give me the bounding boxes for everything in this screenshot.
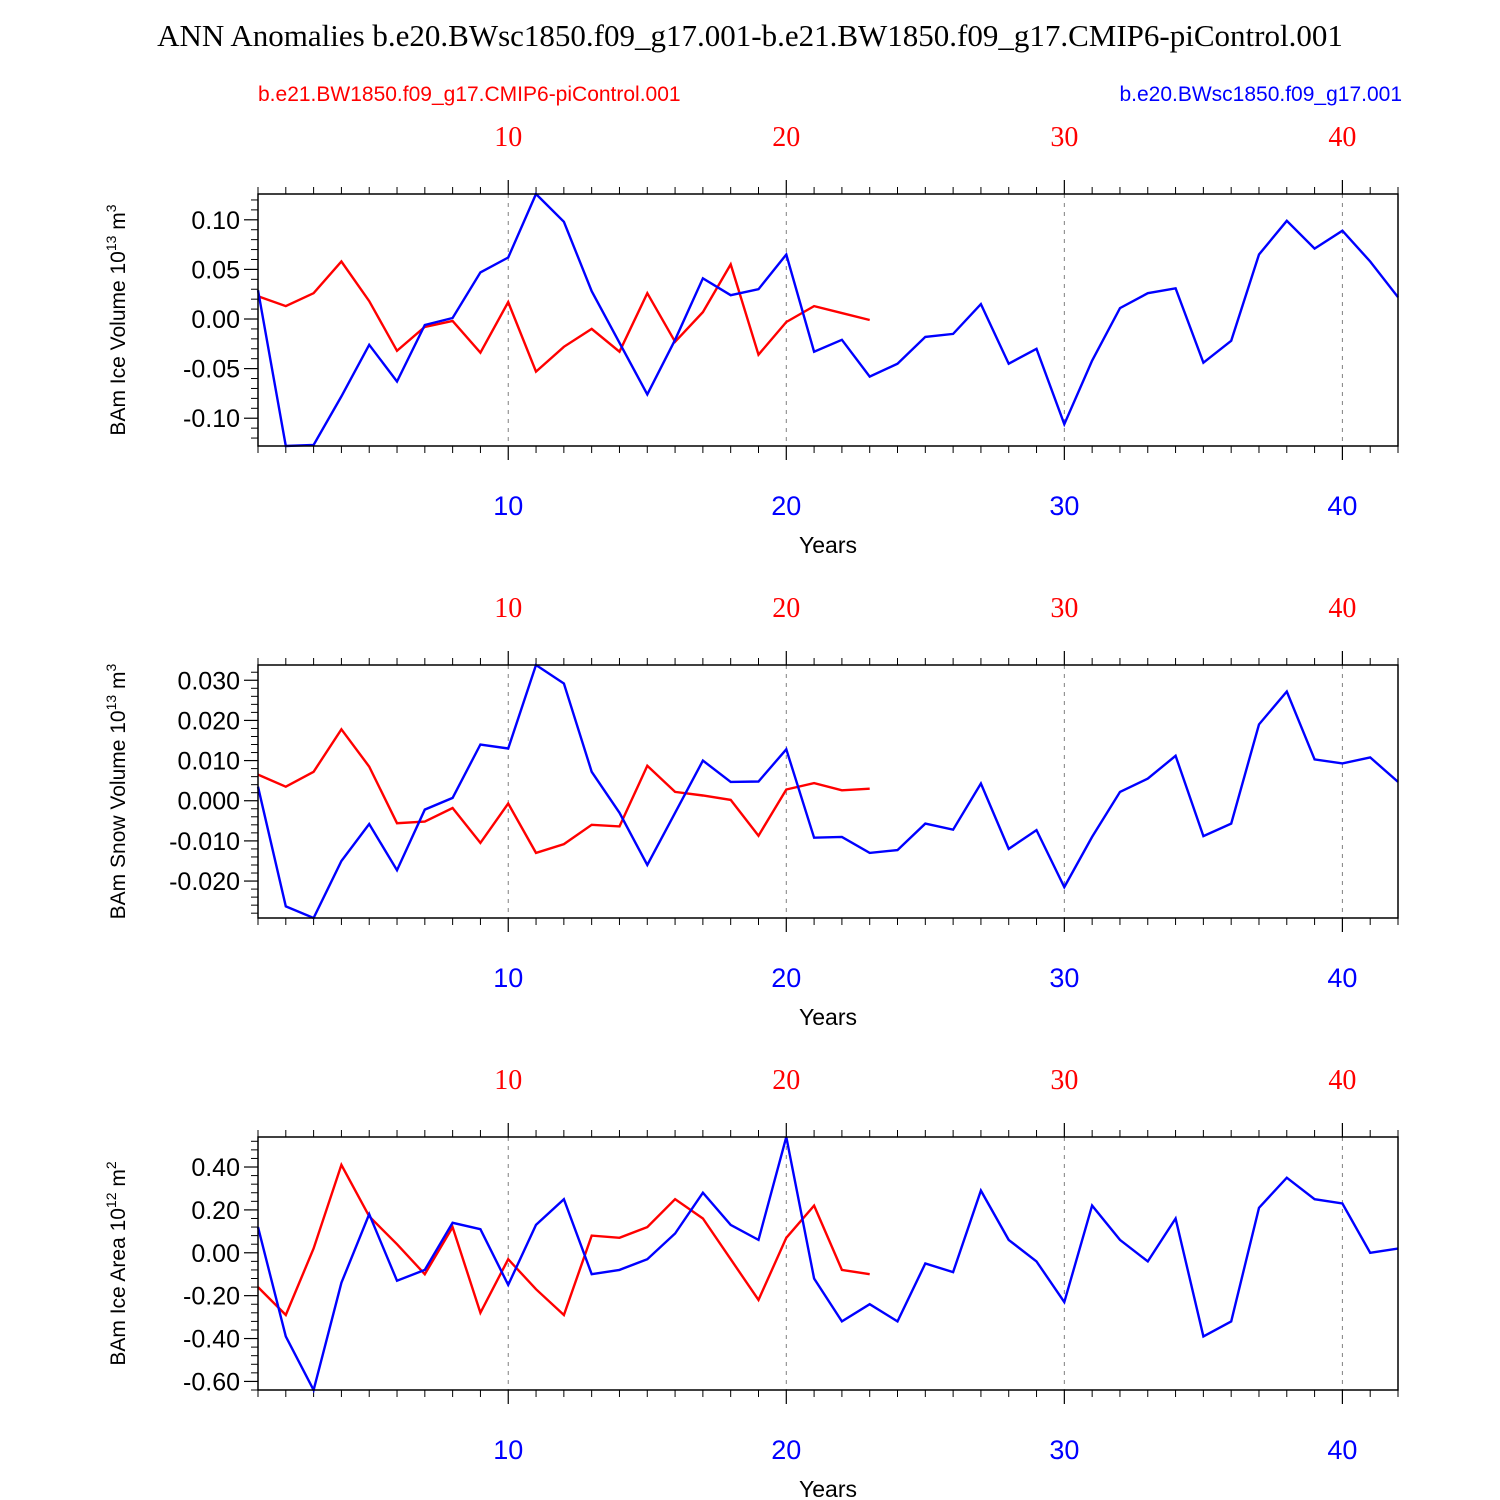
y-tick-label: 0.20 bbox=[191, 1197, 240, 1225]
x-tick-label-bottom: 30 bbox=[1049, 963, 1079, 993]
series-line-experiment bbox=[256, 191, 1399, 448]
x-axis-title: Years bbox=[799, 1004, 857, 1030]
y-tick-label: 0.00 bbox=[191, 306, 240, 334]
y-axis-title-text: BAm Ice Area 10 bbox=[107, 1208, 130, 1366]
x-tick-label-top: 10 bbox=[494, 1065, 522, 1096]
panels: 10 10 20 20 30 30 40 40 -0.10 -0.05 0.00 0.05 0.10 Ye… bbox=[103, 122, 1399, 1500]
y-axis-title: BAm Ice Area 1012 m2 bbox=[103, 1161, 130, 1366]
x-tick-label-bottom: 30 bbox=[1049, 1435, 1079, 1465]
legend-experiment-label: b.e20.BWsc1850.f09_g17.001 bbox=[1119, 83, 1402, 106]
figure-title: ANN Anomalies b.e20.BWsc1850.f09_g17.001… bbox=[157, 18, 1343, 53]
y-tick-label: 0.020 bbox=[177, 707, 240, 735]
y-tick-label: 0.00 bbox=[191, 1240, 240, 1268]
y-axis-title: BAm Snow Volume 1013 m3 bbox=[103, 663, 130, 919]
y-axis-unit: m bbox=[107, 212, 130, 235]
series-line-control bbox=[257, 727, 870, 855]
x-tick-label-top: 20 bbox=[772, 593, 800, 624]
x-tick-label-top: 20 bbox=[772, 122, 800, 153]
x-tick-label-bottom: 40 bbox=[1327, 963, 1357, 993]
y-tick-label: -0.20 bbox=[183, 1283, 240, 1311]
x-tick-label-bottom: 20 bbox=[771, 491, 801, 521]
series-line-experiment bbox=[256, 663, 1399, 920]
y-tick-label: 0.40 bbox=[191, 1154, 240, 1182]
y-tick-label: -0.05 bbox=[183, 356, 240, 384]
y-tick-label: -0.40 bbox=[183, 1326, 240, 1354]
x-tick-label-bottom: 20 bbox=[771, 1435, 801, 1465]
y-tick-label: 0.000 bbox=[177, 788, 240, 816]
y-axis-title: BAm Ice Volume 1013 m3 bbox=[103, 204, 130, 435]
legend-control-label: b.e21.BW1850.f09_g17.CMIP6-piControl.001 bbox=[258, 83, 681, 106]
y-tick-label: -0.020 bbox=[169, 868, 240, 896]
plot-frame bbox=[257, 1136, 1399, 1391]
plot-frame bbox=[257, 664, 1399, 919]
y-axis-title-text: BAm Snow Volume 10 bbox=[107, 710, 130, 919]
x-tick-label-top: 40 bbox=[1328, 122, 1356, 153]
series-line-control bbox=[257, 1161, 870, 1318]
x-tick-label-bottom: 10 bbox=[493, 963, 523, 993]
series-line-control bbox=[257, 259, 870, 374]
x-tick-label-top: 40 bbox=[1328, 593, 1356, 624]
x-tick-label-bottom: 30 bbox=[1049, 491, 1079, 521]
x-tick-label-top: 30 bbox=[1050, 122, 1078, 153]
x-tick-label-bottom: 10 bbox=[493, 491, 523, 521]
x-tick-label-bottom: 10 bbox=[493, 1435, 523, 1465]
y-tick-label: -0.10 bbox=[183, 405, 240, 433]
y-axis-unit: m bbox=[107, 671, 130, 694]
x-tick-label-bottom: 40 bbox=[1327, 1435, 1357, 1465]
y-tick-label: -0.010 bbox=[169, 828, 240, 856]
x-tick-label-top: 10 bbox=[494, 593, 522, 624]
y-axis-unit-exponent: 13 bbox=[103, 235, 119, 251]
plot-frame bbox=[257, 193, 1399, 447]
panel-3: 10 10 20 20 30 30 40 40 -0.60 -0.40 -0.20 0.00 0.20 0… bbox=[103, 1065, 1399, 1500]
panel-2: 10 10 20 20 30 30 40 40 -0.020 -0.010 0.000 0.010 0.… bbox=[103, 593, 1399, 1030]
x-tick-label-top: 30 bbox=[1050, 1065, 1078, 1096]
y-axis-unit-exponent: 12 bbox=[103, 1192, 119, 1208]
y-axis-unit-exponent: 13 bbox=[103, 695, 119, 711]
panel-1: 10 10 20 20 30 30 40 40 -0.10 -0.05 0.00 0.05 0.10 Ye… bbox=[103, 122, 1399, 558]
y-tick-label: -0.60 bbox=[183, 1368, 240, 1396]
y-axis-title-text: BAm Ice Volume 10 bbox=[107, 251, 130, 435]
x-tick-label-bottom: 40 bbox=[1327, 491, 1357, 521]
y-tick-label: 0.030 bbox=[177, 667, 240, 695]
x-axis-title: Years bbox=[799, 532, 857, 558]
y-axis-unit: m bbox=[107, 1169, 130, 1192]
y-tick-label: 0.010 bbox=[177, 748, 240, 776]
y-axis-unit-power: 3 bbox=[103, 663, 119, 671]
x-tick-label-bottom: 20 bbox=[771, 963, 801, 993]
y-axis-unit-power: 2 bbox=[103, 1161, 119, 1169]
x-tick-label-top: 10 bbox=[494, 122, 522, 153]
y-tick-label: 0.05 bbox=[191, 256, 240, 284]
series-line-experiment bbox=[256, 1136, 1399, 1394]
x-axis-title: Years bbox=[799, 1476, 857, 1500]
x-tick-label-top: 30 bbox=[1050, 593, 1078, 624]
x-tick-label-top: 20 bbox=[772, 1065, 800, 1096]
y-axis-unit-power: 3 bbox=[103, 204, 119, 212]
y-tick-label: 0.10 bbox=[191, 207, 240, 235]
x-tick-label-top: 40 bbox=[1328, 1065, 1356, 1096]
